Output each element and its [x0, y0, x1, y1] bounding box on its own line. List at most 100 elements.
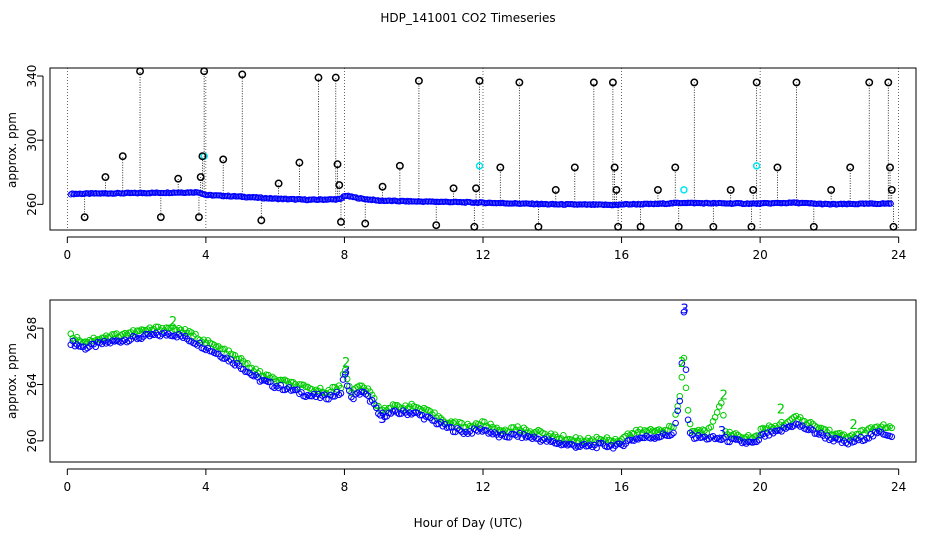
series-1-point [345, 387, 353, 394]
series-1-point [368, 397, 376, 404]
series-1-point [458, 428, 465, 435]
top-highlight-points [200, 152, 761, 194]
series-1-point [323, 395, 330, 403]
series-1-point [121, 336, 129, 344]
series-1-point [518, 434, 526, 442]
series-2-point [514, 423, 521, 430]
series-1-point [836, 435, 844, 443]
top-x-tick-label: 4 [202, 248, 210, 262]
flagged-point [690, 78, 699, 87]
series-2-point [715, 403, 723, 410]
series-2-point [316, 384, 324, 392]
series-2-point [632, 426, 640, 434]
series-2-point [231, 351, 239, 359]
series-1-point [258, 377, 266, 384]
series-2-label: 2 [850, 418, 858, 433]
bottom-y-tick-label: 264 [25, 373, 39, 396]
series-1-point [753, 438, 760, 446]
series-1-point [580, 440, 588, 448]
series-1-point [728, 435, 736, 442]
flagged-point [749, 185, 758, 194]
flagged-point [101, 173, 110, 182]
series-1-point [298, 389, 305, 396]
series-2-point [636, 426, 644, 433]
series-1-point [555, 439, 563, 447]
series-2-point [437, 414, 445, 422]
flagged-point [198, 152, 207, 161]
series-1-point [364, 392, 372, 399]
bottom-y-tick-label: 268 [25, 317, 39, 340]
series-1-label: 3 [680, 302, 688, 317]
series-1-point [678, 360, 686, 367]
series-1-point [231, 362, 239, 369]
series-1-point [574, 443, 582, 450]
flagged-point [274, 179, 283, 188]
series-1-point [314, 390, 322, 398]
bottom-series [67, 308, 896, 452]
series-2-point [672, 411, 679, 418]
series-1-point [751, 438, 758, 446]
series-1-point [150, 331, 158, 339]
series-2-point [73, 333, 81, 341]
series-1-point [545, 436, 553, 444]
flagged-point [200, 67, 209, 76]
series-1-point [433, 420, 440, 428]
series-1-point [100, 337, 108, 345]
series-1-point [688, 431, 696, 439]
flagged-point [515, 78, 524, 87]
series-1-point [391, 407, 399, 415]
series-1-point [672, 419, 679, 427]
series-2-label: 2 [342, 356, 350, 371]
series-1-point [570, 442, 578, 449]
top-baseline [67, 189, 894, 209]
flagged-point [395, 161, 404, 170]
series-2-point [427, 408, 434, 415]
flagged-point [331, 73, 340, 82]
bottom-x-axis: 0 4 8 12 16 20 24 [63, 468, 906, 494]
series-1-point [589, 443, 596, 451]
series-2-point [676, 392, 684, 400]
series-2-point [146, 324, 154, 332]
series-2-point [393, 401, 401, 409]
series-1-point [227, 356, 235, 364]
flagged-point [219, 155, 228, 164]
series-2-point [720, 411, 727, 419]
series-1-point [491, 429, 499, 436]
flagged-point [614, 222, 623, 231]
bottom-plot-frame [49, 299, 917, 463]
series-1-point [686, 429, 694, 437]
series-1-point [489, 430, 496, 438]
top-x-tick-label: 8 [341, 248, 349, 262]
series-2-point [181, 326, 189, 333]
flagged-point [337, 218, 345, 226]
top-y-tick-label: 300 [25, 129, 39, 152]
series-1-point [354, 389, 361, 397]
series-1-point [630, 437, 638, 444]
flagged-point [674, 222, 683, 231]
series-2-point [888, 424, 896, 432]
flagged-point [196, 173, 205, 182]
series-1-point [308, 392, 316, 400]
series-1-point [329, 393, 336, 400]
series-2-point [859, 426, 866, 434]
bottom-ylabel: approx. ppm [5, 343, 19, 419]
series-2-point [210, 341, 218, 349]
flagged-point [174, 174, 183, 183]
flagged-point [889, 222, 898, 231]
series-1-point [790, 422, 798, 429]
series-2-label: 2 [720, 388, 728, 403]
series-2-point [601, 436, 609, 443]
flagged-point [636, 222, 645, 231]
flagged-point [792, 78, 801, 87]
flagged-point [752, 78, 761, 87]
series-2-point [94, 336, 102, 343]
series-1-point [441, 420, 449, 428]
flagged-point [653, 185, 662, 194]
series-1-point [279, 386, 287, 394]
series-1-point [152, 329, 160, 337]
series-1-point [445, 424, 453, 431]
flagged-point [610, 163, 619, 172]
flagged-point [887, 185, 896, 194]
top-x-tick-label: 16 [614, 248, 629, 262]
top-x-tick-label: 24 [891, 248, 906, 262]
